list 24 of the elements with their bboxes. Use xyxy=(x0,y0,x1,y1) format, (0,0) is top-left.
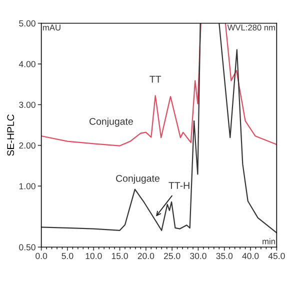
y-tick-label: 5.00 xyxy=(19,20,36,27)
annotation: TT xyxy=(150,76,162,83)
x-tick-label: 0.0 xyxy=(36,252,48,260)
x-tick-label: 45.0 xyxy=(268,252,285,260)
annotation: WVL:280 nm xyxy=(227,24,275,30)
y-tick-label: 3.00 xyxy=(19,102,36,108)
x-tick-label: 25.0 xyxy=(164,252,180,260)
annotation: Conjugate xyxy=(116,174,160,184)
x-tick-label: 30.0 xyxy=(190,252,206,260)
x-tick-label: 10.0 xyxy=(86,252,102,260)
y-tick-label: 0.50 xyxy=(19,244,36,250)
y-tick-label: 2.00 xyxy=(19,142,36,149)
x-tick-label: 35.0 xyxy=(216,252,233,260)
annotation: mAU xyxy=(43,24,60,30)
x-tick-label: 20.0 xyxy=(138,252,154,260)
x-tick-label: 15.0 xyxy=(112,252,128,260)
annotation: min xyxy=(262,238,275,244)
x-tick-label: 5.0 xyxy=(62,252,74,260)
y-tick-label: 1.00 xyxy=(19,183,36,190)
annotation: TT-H xyxy=(168,182,190,189)
y-tick-label: 4.00 xyxy=(18,61,36,68)
y-axis-title: SE-HPLC xyxy=(7,114,14,156)
annotation: Conjugate xyxy=(90,118,133,127)
x-tick-label: 40.0 xyxy=(242,252,259,260)
